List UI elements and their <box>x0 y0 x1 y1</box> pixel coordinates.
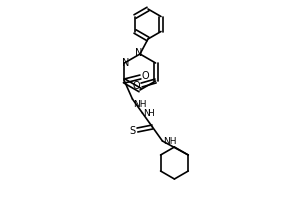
Text: N: N <box>122 58 129 68</box>
Text: NH: NH <box>134 100 147 109</box>
Text: O: O <box>133 81 140 91</box>
Text: N: N <box>143 108 150 117</box>
Text: N: N <box>135 48 143 58</box>
Text: H: H <box>147 108 154 117</box>
Text: S: S <box>129 126 136 136</box>
Text: O: O <box>142 71 149 81</box>
Text: NH: NH <box>164 136 177 146</box>
